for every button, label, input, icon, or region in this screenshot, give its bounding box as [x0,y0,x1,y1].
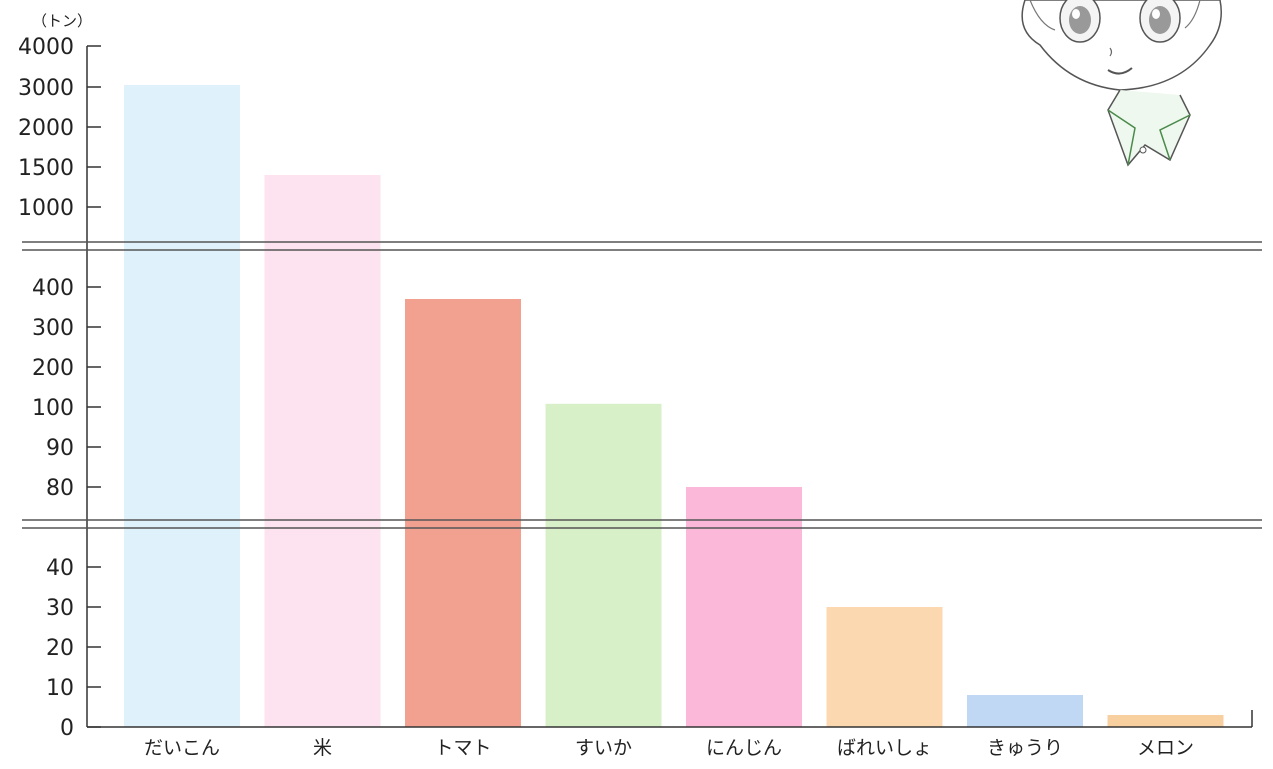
y-ticks: 0 10 20 30 40 80 90 100 200 300 400 1000 1500 2000 300… [18,35,101,741]
category-label: 米 [313,737,332,759]
category-label: すいか [575,737,632,759]
y-tick-label: 100 [32,396,74,421]
axis-breaks [22,241,1262,529]
y-tick-label: 400 [32,276,74,301]
y-tick-label: 0 [60,716,74,741]
y-tick-label: 80 [46,476,74,501]
bar [686,487,802,727]
category-label: トマト [434,737,491,759]
y-tick-label: 2000 [18,116,74,141]
y-tick-label: 1000 [18,196,74,221]
bars-layer [124,84,1224,727]
bar [1107,715,1224,727]
category-label: きゅうり [987,737,1063,759]
y-tick-label: 40 [46,556,74,581]
category-labels: だいこん 米 トマト すいか にんじん ばれいしょ きゅうり メロン [144,737,1194,759]
category-label: ばれいしょ [837,737,932,759]
y-tick-label: 30 [46,596,74,621]
category-label: だいこん [144,737,220,759]
y-axis [86,46,1253,728]
bar [405,299,521,727]
y-tick-label: 20 [46,636,74,661]
boy-character-icon [1021,0,1222,167]
bar [967,695,1083,727]
bar [124,84,240,727]
y-tick-label: 10 [46,676,74,701]
y-tick-label: 4000 [18,35,74,60]
unit-label: （トン） [32,12,92,30]
bar [264,175,381,727]
y-tick-label: 200 [32,356,74,381]
bar [545,403,662,727]
bar [826,607,943,727]
category-label: メロン [1137,737,1194,759]
y-tick-label: 3000 [18,76,74,101]
y-tick-label: 300 [32,316,74,341]
y-tick-label: 90 [46,436,74,461]
y-tick-label: 1500 [18,156,74,181]
category-label: にんじん [706,737,782,759]
